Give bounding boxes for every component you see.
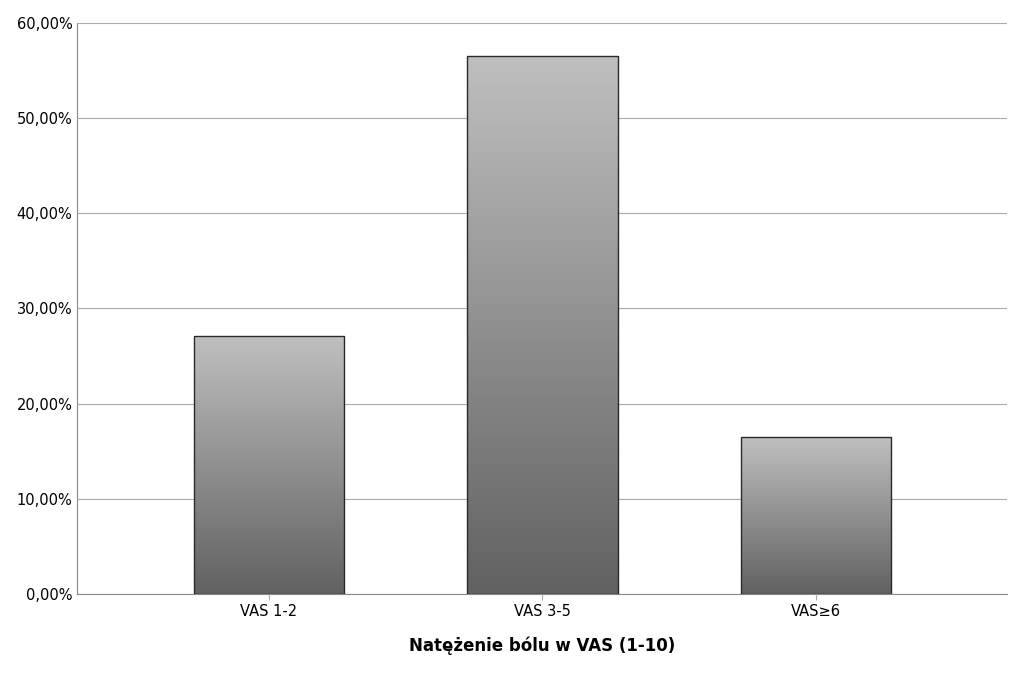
Bar (740, 437, 891, 594)
X-axis label: Natężenie bólu w VAS (1-10): Natężenie bólu w VAS (1-10) (410, 636, 676, 655)
Bar (194, 336, 344, 594)
Bar (467, 56, 617, 594)
